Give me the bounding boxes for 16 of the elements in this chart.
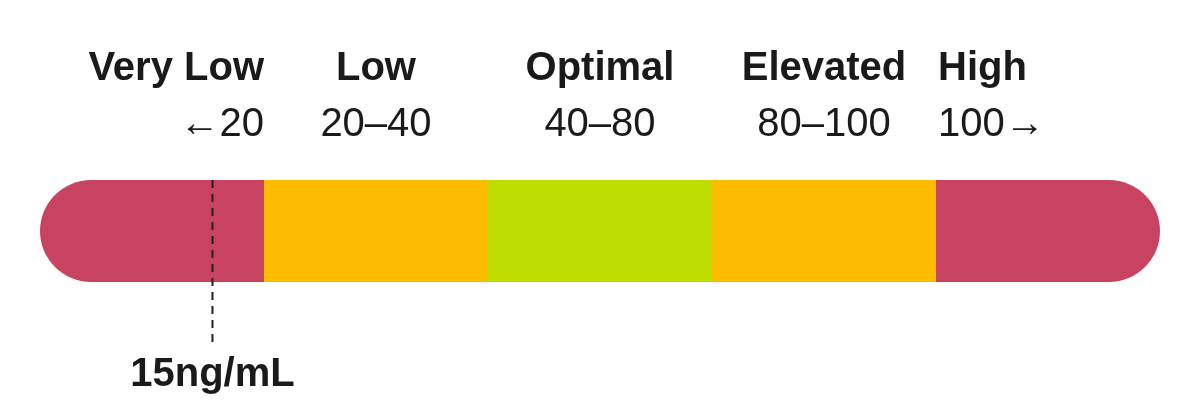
bar [264,180,488,282]
text: 100→ [938,100,1045,144]
text: 20–40 [320,100,432,144]
ref-line-label: 15ng/mL [130,350,295,394]
text: High [938,44,1027,88]
text: 80–100 [757,100,891,144]
text: Optimal [525,44,675,88]
bar [936,180,1160,282]
text: Very Low [88,44,265,88]
bar [488,180,712,282]
text: Low [336,44,417,88]
bar [40,180,264,282]
text: Elevated [741,44,907,88]
text: 40–80 [544,100,656,144]
text: ←20 [179,100,264,144]
bar [712,180,936,282]
